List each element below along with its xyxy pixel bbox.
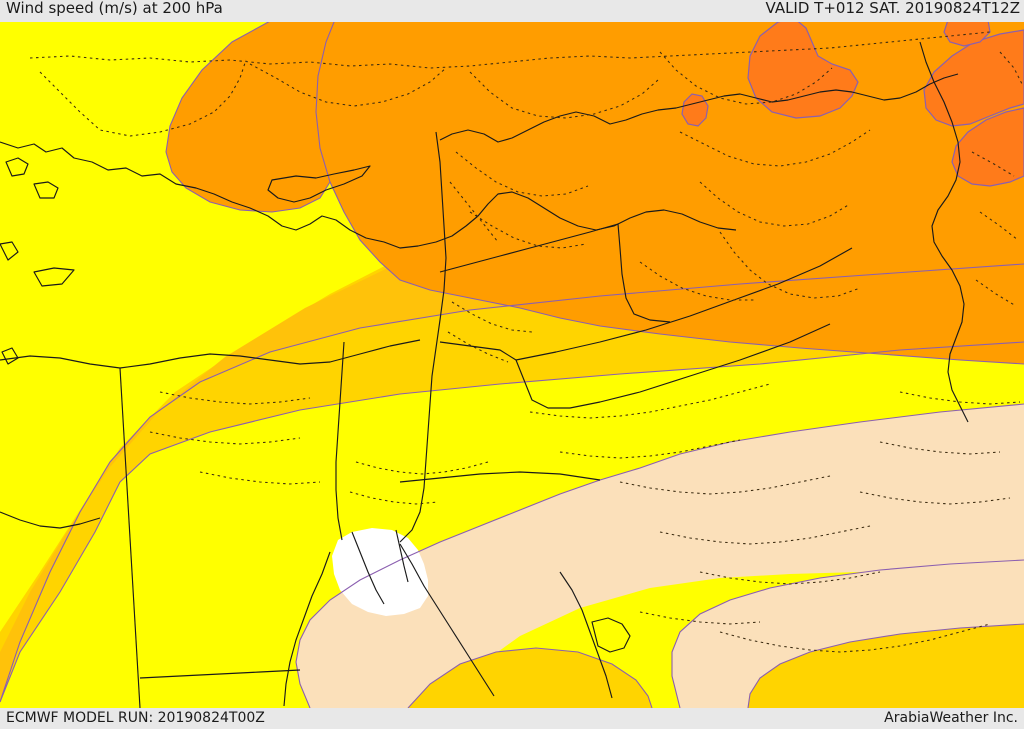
isoline-1 bbox=[0, 341, 1024, 703]
coast-levant bbox=[399, 131, 447, 543]
admin-saudi-6 bbox=[639, 611, 761, 625]
isoline-8 bbox=[407, 647, 653, 708]
border-iraq-iran bbox=[919, 41, 969, 423]
isoline-4 bbox=[165, 12, 331, 213]
admin-ne-3 bbox=[859, 491, 1011, 505]
forecast-map[interactable] bbox=[0, 12, 1024, 708]
isoline-2 bbox=[0, 263, 1024, 703]
isoline-6 bbox=[671, 559, 1024, 708]
admin-egypt-3 bbox=[199, 471, 321, 485]
map-footer-bar: ECMWF MODEL RUN: 20190824T00Z ArabiaWeat… bbox=[0, 708, 1024, 729]
admin-iran-1 bbox=[971, 151, 1015, 177]
admin-saudi-2 bbox=[559, 439, 741, 459]
coast-arabia-sw bbox=[559, 571, 613, 699]
admin-iran-3 bbox=[975, 279, 1017, 307]
admin-saudi-7 bbox=[719, 623, 991, 653]
max-blob-n-iraq bbox=[747, 17, 859, 119]
coast-red-sea-west bbox=[283, 551, 331, 707]
admin-saudi-1 bbox=[529, 383, 771, 419]
isoline-3 bbox=[315, 12, 1024, 365]
admin-turkey-4 bbox=[469, 71, 659, 119]
model-run-label: ECMWF MODEL RUN: 20190824T00Z bbox=[6, 710, 265, 726]
max-blob-ne-corner bbox=[951, 107, 1024, 187]
admin-jordan-2 bbox=[447, 331, 509, 363]
island-cyprus bbox=[267, 165, 371, 203]
coastline-group bbox=[0, 41, 969, 708]
admin-turkey-2 bbox=[39, 59, 247, 137]
river-nile bbox=[335, 341, 345, 541]
border-egypt-sudan bbox=[139, 669, 301, 679]
admin-iraq-4 bbox=[639, 261, 754, 301]
admin-iran-2 bbox=[979, 211, 1019, 241]
admin-turkey-5 bbox=[659, 51, 833, 105]
admin-border-group bbox=[29, 31, 1023, 653]
band-amber-s-lobe bbox=[408, 648, 652, 708]
admin-jordan-1 bbox=[451, 301, 533, 333]
admin-iraq-2 bbox=[699, 181, 851, 227]
border-jordan-saudi bbox=[439, 323, 831, 409]
admin-saudi-5 bbox=[699, 571, 881, 585]
admin-syria-3 bbox=[449, 181, 499, 243]
admin-sinai-1 bbox=[355, 461, 489, 475]
admin-iraq-3 bbox=[719, 231, 861, 299]
isoline-group bbox=[0, 12, 1024, 708]
island-crete bbox=[33, 267, 75, 287]
admin-syria-1 bbox=[455, 151, 589, 197]
admin-ne-2 bbox=[879, 441, 1001, 455]
admin-far-ne-1 bbox=[999, 51, 1023, 85]
coast-egypt-north bbox=[0, 339, 421, 369]
border-syria-turkey bbox=[439, 73, 959, 143]
admin-egypt-2 bbox=[149, 431, 301, 445]
page-title: Wind speed (m/s) at 200 hPa bbox=[6, 0, 223, 17]
admin-turkey-1 bbox=[29, 31, 991, 69]
provider-label: ArabiaWeather Inc. bbox=[884, 710, 1018, 726]
coast-arabia-peninsula bbox=[591, 617, 631, 653]
isoline-5 bbox=[295, 403, 1024, 708]
wind-speed-contour-map[interactable] bbox=[0, 12, 1024, 708]
coast-red-sea-east bbox=[399, 543, 495, 697]
admin-ne-1 bbox=[899, 391, 1021, 405]
band-orange-left-lobe bbox=[166, 12, 338, 212]
band-peach-south bbox=[296, 404, 1024, 708]
coast-libya-nile-delta bbox=[0, 511, 101, 529]
band-amber-se-lobe bbox=[748, 624, 1024, 708]
border-saudi-east bbox=[399, 471, 601, 483]
border-egypt-libya bbox=[119, 367, 141, 708]
island-rhodes bbox=[0, 241, 19, 261]
isoline-7 bbox=[747, 623, 1024, 708]
coast-gulf-suez bbox=[351, 531, 385, 605]
island-aegean-2 bbox=[33, 181, 59, 199]
admin-egypt-1 bbox=[159, 391, 311, 405]
coast-gulf-aqaba bbox=[395, 529, 409, 583]
island-aegean-1 bbox=[5, 157, 29, 177]
border-jordan-iraq bbox=[515, 247, 853, 361]
admin-iraq-1 bbox=[679, 129, 871, 167]
border-syria-iraq bbox=[439, 223, 671, 323]
map-header-bar: Wind speed (m/s) at 200 hPa VALID T+012 … bbox=[0, 0, 1024, 22]
valid-time-label: VALID T+012 SAT. 20190824T12Z bbox=[765, 0, 1020, 17]
